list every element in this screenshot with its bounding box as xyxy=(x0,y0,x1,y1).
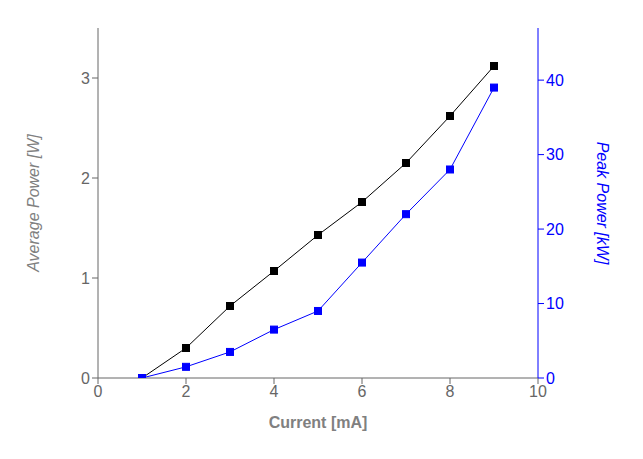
svg-text:Current [mA]: Current [mA] xyxy=(269,414,368,431)
svg-text:40: 40 xyxy=(546,72,564,89)
svg-text:3: 3 xyxy=(81,70,90,87)
svg-text:10: 10 xyxy=(529,383,547,400)
svg-text:4: 4 xyxy=(270,383,279,400)
svg-text:0: 0 xyxy=(81,370,90,387)
svg-text:6: 6 xyxy=(358,383,367,400)
svg-text:2: 2 xyxy=(182,383,191,400)
svg-text:20: 20 xyxy=(546,221,564,238)
svg-text:8: 8 xyxy=(446,383,455,400)
svg-text:0: 0 xyxy=(94,383,103,400)
svg-text:2: 2 xyxy=(81,170,90,187)
svg-text:Average Power [W]: Average Power [W] xyxy=(25,134,42,273)
svg-text:30: 30 xyxy=(546,146,564,163)
svg-text:Peak Power [kW]: Peak Power [kW] xyxy=(594,142,611,265)
svg-text:10: 10 xyxy=(546,295,564,312)
svg-text:1: 1 xyxy=(81,270,90,287)
svg-text:0: 0 xyxy=(546,370,555,387)
